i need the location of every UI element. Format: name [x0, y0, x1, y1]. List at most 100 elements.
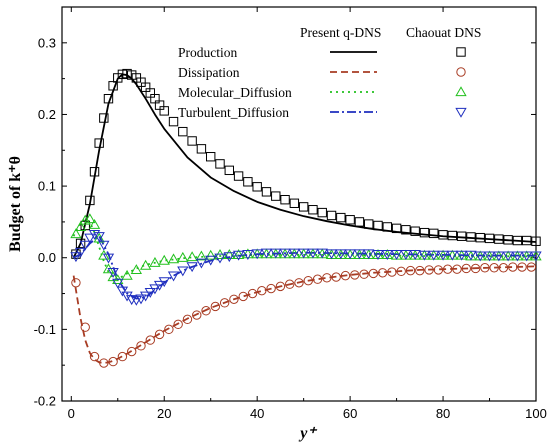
turbulent-diffusion-marker [381, 250, 393, 260]
molecular-diffusion-marker [98, 249, 110, 260]
turbulent-diffusion-marker [177, 266, 189, 277]
x-tick-label: 100 [525, 406, 547, 421]
production-marker [447, 230, 458, 241]
turbulent-diffusion-marker [205, 255, 217, 266]
legend-label-molecular-diffusion: Molecular_Diffusion [178, 85, 292, 100]
y-tick-label: 0.0 [38, 250, 56, 265]
x-tick-label: 40 [250, 406, 264, 421]
production-marker [364, 219, 374, 229]
y-tick-label: -0.2 [34, 394, 56, 409]
turbulent-diffusion-marker [446, 250, 459, 261]
production-marker [289, 198, 300, 208]
dissipation-marker [433, 265, 444, 275]
turbulent-diffusion-marker [521, 251, 533, 262]
dissipation-marker [182, 314, 193, 325]
legend-header-lines: Present q-DNS [300, 25, 381, 40]
turbulent-diffusion-marker [372, 250, 384, 260]
turbulent-diffusion-marker [214, 253, 226, 264]
turbulent-diffusion-marker [251, 249, 263, 260]
production-marker [178, 126, 188, 137]
turbulent-diffusion-marker [418, 250, 431, 261]
y-tick-label: 0.3 [38, 35, 56, 50]
turbulent-diffusion-marker [158, 277, 170, 288]
turbulent-diffusion-marker [223, 252, 235, 263]
dissipation-marker [415, 265, 425, 276]
turbulent-diffusion-marker [242, 250, 254, 260]
turbulent-diffusion-marker [511, 251, 524, 262]
y-tick-label: 0.2 [38, 107, 56, 122]
turbulent-diffusion-markers [70, 229, 542, 306]
production-line [72, 73, 537, 259]
production-marker [75, 238, 86, 249]
dissipation-marker [247, 288, 258, 299]
turbulent-diffusion-marker [307, 248, 319, 259]
legend-label-dissipation: Dissipation [178, 65, 240, 80]
turbulent-diffusion-line [73, 235, 536, 300]
dissipation-marker [470, 263, 481, 274]
dissipation-marker [229, 294, 239, 304]
turbulent-diffusion-marker [116, 286, 129, 297]
turbulent-diffusion-marker [474, 251, 486, 262]
molecular-diffusion-marker [84, 213, 96, 224]
dissipation-marker [498, 263, 509, 273]
turbulent-diffusion-marker [455, 250, 468, 261]
legend-marker-molecular-diffusion [455, 86, 467, 97]
production-marker [354, 217, 365, 227]
dissipation-marker [210, 301, 221, 312]
turbulent-diffusion-marker [79, 240, 91, 251]
turbulent-diffusion-marker [70, 252, 82, 263]
production-markers [71, 68, 541, 259]
turbulent-diffusion-marker [84, 233, 96, 244]
turbulent-diffusion-marker [135, 294, 147, 305]
dissipation-marker [294, 278, 304, 288]
turbulent-diffusion-marker [270, 248, 282, 259]
production-marker [317, 207, 327, 218]
legend-marker-production [456, 47, 466, 57]
production-marker [345, 215, 355, 225]
dissipation-marker [285, 279, 295, 289]
production-marker [429, 228, 439, 239]
dissipation-marker [154, 329, 165, 340]
production-marker [438, 230, 448, 240]
production-marker [373, 220, 383, 231]
production-marker [252, 182, 262, 192]
turbulent-diffusion-marker [107, 267, 119, 278]
production-marker [94, 138, 104, 148]
legend-header-markers: Chaouat DNS [406, 25, 481, 40]
dissipation-marker [322, 273, 332, 283]
turbulent-diffusion-marker [400, 250, 412, 260]
molecular-diffusion-marker [158, 254, 170, 265]
production-marker [187, 136, 197, 146]
legend: Present q-DNS Chaouat DNS Production Diss… [178, 25, 481, 120]
molecular-diffusion-marker [242, 248, 254, 259]
dissipation-marker [127, 346, 137, 357]
series-lines [72, 73, 537, 364]
dissipation-marker [340, 270, 351, 281]
molecular-diffusion-marker [186, 251, 198, 262]
production-marker [159, 106, 169, 116]
legend-marker-dissipation [456, 67, 466, 77]
turbulent-diffusion-marker [288, 248, 301, 259]
molecular-diffusion-marker [232, 249, 245, 259]
axis-ticks [62, 7, 537, 402]
dissipation-marker [164, 324, 174, 335]
turbulent-diffusion-marker [130, 295, 143, 306]
dissipation-marker [452, 264, 462, 274]
molecular-diffusion-marker [107, 271, 119, 282]
legend-label-production: Production [178, 45, 237, 60]
tick-labels: 0 20 40 60 80 100 -0.2 -0.1 0.0 0.1 0.2 0.3 [34, 35, 547, 421]
production-marker [103, 93, 114, 104]
turbulent-diffusion-marker [112, 278, 124, 289]
y-tick-label: 0.1 [38, 179, 56, 194]
dissipation-marker [405, 265, 416, 276]
production-marker [243, 177, 253, 187]
production-marker [382, 222, 392, 232]
turbulent-diffusion-marker [260, 248, 273, 259]
production-marker [233, 171, 244, 181]
dissipation-marker [368, 268, 379, 279]
turbulent-diffusion-marker [195, 258, 208, 269]
turbulent-diffusion-marker [102, 253, 115, 264]
turbulent-diffusion-marker [279, 248, 291, 259]
turbulent-diffusion-marker [465, 250, 477, 261]
